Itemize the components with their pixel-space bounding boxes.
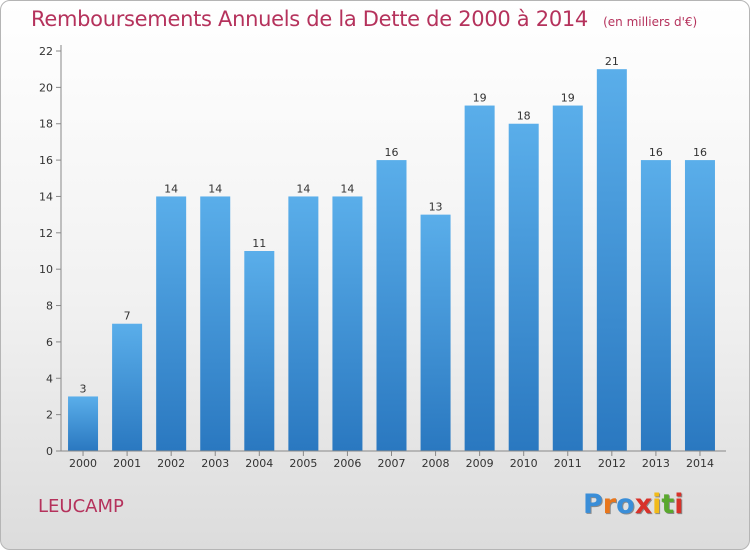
chart-title: Remboursements Annuels de la Dette de 20…: [31, 7, 588, 31]
x-tick-label: 2000: [69, 457, 97, 470]
y-tick-label: 14: [39, 190, 53, 203]
bar: [684, 160, 715, 451]
logo-letter: t: [661, 489, 675, 520]
logo-letter: r: [602, 489, 617, 520]
bar: [508, 123, 539, 452]
x-axis: 2000 2001 2002 2003 2004 2005 2006 2007 2008 2009…: [61, 450, 726, 470]
x-tick-label: 2011: [554, 457, 582, 470]
y-tick-label: 12: [39, 227, 53, 240]
commune-name: LEUCAMP: [38, 496, 124, 517]
bar: [68, 396, 99, 451]
bar-value-label: 7: [124, 310, 131, 323]
title-row: Remboursements Annuels de la Dette de 20…: [31, 7, 697, 31]
bar: [640, 160, 671, 451]
bar: [156, 196, 187, 451]
bar: [288, 196, 319, 451]
bar: [464, 105, 495, 451]
y-tick-label: 4: [46, 372, 53, 385]
x-tick-label: 2006: [333, 457, 361, 470]
bar-value-label: 11: [252, 237, 266, 250]
bar: [376, 160, 407, 451]
proxiti-logo: Proxiti: [583, 489, 684, 520]
bar-value-label: 21: [605, 55, 619, 68]
bar-value-label: 14: [340, 182, 354, 195]
logo-letter: o: [616, 489, 635, 520]
bar-value-label: 14: [208, 182, 222, 195]
bar-value-label: 18: [517, 110, 531, 123]
chart-subtitle: (en milliers d'€): [603, 15, 698, 29]
y-tick-label: 8: [46, 300, 53, 313]
bar-value-label: 16: [649, 146, 663, 159]
x-tick-label: 2004: [245, 457, 273, 470]
y-tick-label: 0: [46, 445, 53, 458]
y-tick-label: 22: [39, 45, 53, 58]
x-tick-label: 2012: [598, 457, 626, 470]
x-tick-label: 2007: [378, 457, 406, 470]
logo-letter: i: [652, 489, 662, 520]
x-tick-label: 2005: [289, 457, 317, 470]
y-tick-label: 20: [39, 81, 53, 94]
x-tick-label: 2003: [201, 457, 229, 470]
x-tick-label: 2001: [113, 457, 141, 470]
y-tick-label: 16: [39, 154, 53, 167]
bar: [420, 214, 451, 451]
bar: [596, 69, 627, 451]
bar-value-label: 16: [693, 146, 707, 159]
y-tick-label: 18: [39, 118, 53, 131]
logo-letter: P: [583, 489, 603, 520]
bar: [332, 196, 363, 451]
bar-value-label: 14: [164, 182, 178, 195]
x-tick-label: 2014: [686, 457, 714, 470]
x-tick-label: 2013: [642, 457, 670, 470]
bar-value-label: 14: [296, 182, 310, 195]
bar-value-label: 13: [429, 201, 443, 214]
y-tick-label: 2: [46, 409, 53, 422]
x-tick-label: 2002: [157, 457, 185, 470]
y-tick-label: 6: [46, 336, 53, 349]
bar-value-label: 16: [385, 146, 399, 159]
bar: [552, 105, 583, 451]
bar-value-label: 19: [561, 92, 575, 105]
y-axis: 0 2 4 6 8 10 12 14 16 18 20 22: [39, 45, 62, 458]
x-tick-label: 2010: [510, 457, 538, 470]
y-tick-label: 10: [39, 263, 53, 276]
bar: [112, 323, 143, 451]
logo-letter: x: [634, 489, 653, 520]
bars-group: 3 7 14 14 11 14 14 16 13 19 18 19 21 16 16: [68, 55, 715, 452]
logo-letter: i: [674, 489, 684, 520]
bar: [200, 196, 231, 451]
bar-value-label: 3: [80, 382, 87, 395]
bar-value-label: 19: [473, 92, 487, 105]
bar: [244, 251, 275, 451]
x-tick-label: 2008: [422, 457, 450, 470]
x-tick-label: 2009: [466, 457, 494, 470]
